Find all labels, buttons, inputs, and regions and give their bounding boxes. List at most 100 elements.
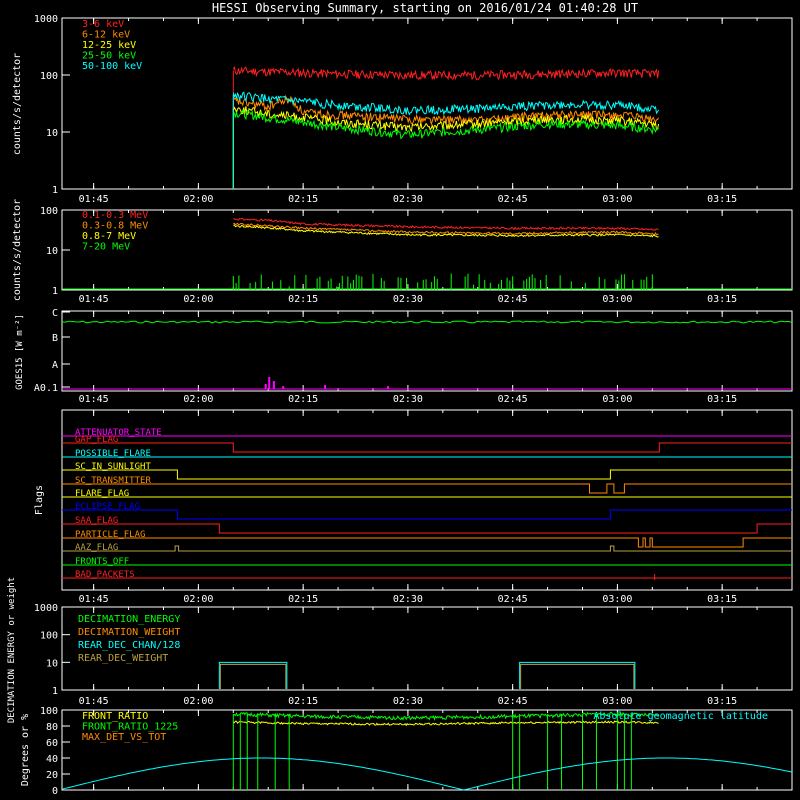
flag-label: SAA_FLAG: [75, 516, 118, 526]
y-axis-label: DECIMATION ENERGY or weight: [7, 577, 17, 723]
series-line-0: [233, 720, 659, 727]
flag-label: ECLIPSE_FLAG: [75, 502, 140, 512]
legend-entry: DECIMATION_ENERGY: [78, 614, 180, 625]
flag-line-4: [62, 483, 792, 494]
panel-goes: 01:45 02:00 02:15 02:30 02:45 03:00 03:15 A0.1 A…: [15, 308, 793, 405]
y-tick-label: 1: [52, 185, 58, 196]
legend-entry: REAR_DEC_WEIGHT: [78, 653, 168, 664]
x-tick-label: 01:45: [79, 594, 109, 605]
goes-spike: [324, 385, 327, 389]
x-tick-label: 01:45: [79, 194, 109, 205]
x-tick-label: 03:15: [707, 294, 737, 305]
y-tick-label: 20: [46, 770, 58, 781]
y-tick-label: 100: [40, 71, 58, 82]
y-axis-label: GOES15 [W m⁻²]: [15, 314, 25, 390]
x-tick-label: 02:30: [393, 696, 423, 707]
y-tick-label: 1: [52, 686, 58, 697]
x-tick-label: 03:00: [602, 394, 632, 405]
flag-label: PARTICLE_FLAG: [75, 530, 145, 540]
y-tick-label: A0.1: [34, 383, 58, 394]
panel-frame: [61, 409, 793, 591]
x-tick-label: 01:45: [79, 294, 109, 305]
x-tick-label: 02:30: [393, 394, 423, 405]
panel-energy-bands: 01:45 02:00 02:15 02:30 02:45 03:00 03:15 1 10 10…: [12, 14, 793, 205]
x-tick-label: 02:45: [498, 394, 528, 405]
x-tick-label: 02:30: [393, 294, 423, 305]
flag-line-8: [62, 537, 792, 548]
goes-spike: [264, 384, 267, 389]
series-line-1: [233, 222, 659, 236]
y-tick-label: C: [52, 308, 58, 319]
y-tick-label: 1: [52, 286, 58, 297]
panel-ratios: 0 20 40 60 80 100 Degrees or % FRONT_RATIOFRONT…: [20, 706, 793, 797]
series-line-2: [232, 106, 660, 133]
x-tick-label: 03:00: [602, 696, 632, 707]
flag-label: GAP_FLAG: [75, 435, 118, 445]
y-tick-label: 100: [40, 706, 58, 717]
x-tick-label: 02:00: [183, 394, 213, 405]
rear-dec-chan-step: [519, 661, 636, 689]
y-tick-label: 10: [46, 246, 58, 257]
y-tick-label: 0: [52, 786, 58, 797]
x-tick-label: 03:15: [707, 394, 737, 405]
flag-line-1: [62, 442, 792, 453]
figure-title: HESSI Observing Summary, starting on 201…: [212, 1, 638, 15]
flag-label: FRONTS_OFF: [75, 557, 129, 567]
flag-line-6: [62, 509, 792, 520]
x-tick-label: 01:45: [79, 696, 109, 707]
legend-entry: 0.8-7 MeV: [82, 231, 136, 242]
y-tick-label: 100: [40, 206, 58, 217]
x-tick-label: 02:15: [288, 594, 318, 605]
x-tick-label: 01:45: [79, 394, 109, 405]
y-tick-label: 100: [40, 631, 58, 642]
x-tick-label: 02:15: [288, 696, 318, 707]
x-tick-label: 02:45: [498, 594, 528, 605]
y-tick-label: 1000: [34, 603, 58, 614]
panel-frame: [61, 606, 793, 691]
series-line-4: [232, 91, 660, 116]
y-tick-label: B: [52, 333, 58, 344]
y-axis-label: counts/s/detector: [12, 53, 23, 155]
legend-entry: 12-25 keV: [82, 40, 136, 51]
x-tick-label: 02:00: [183, 294, 213, 305]
legend-entry: REAR_DEC_CHAN/128: [78, 640, 180, 651]
y-tick-label: 10: [46, 128, 58, 139]
y-tick-label: 10: [46, 658, 58, 669]
series-line-0: [232, 65, 660, 81]
legend-entry: 3-6 keV: [82, 19, 124, 30]
flag-label: AAZ_FLAG: [75, 543, 118, 553]
panel-decimation: 01:45 02:00 02:15 02:30 02:45 03:00 03:15 1 10 10…: [7, 577, 793, 723]
y-axis-label: counts/s/detector: [12, 199, 23, 301]
geomagnetic-latitude-line: [61, 757, 792, 791]
legend-entry: 0.1-0.3 MeV: [82, 210, 148, 221]
legend-entry: 25-50 keV: [82, 51, 136, 62]
goes-spike: [386, 386, 389, 389]
panel-high-energy: 01:45 02:00 02:15 02:30 02:45 03:00 03:15 1 10 10…: [12, 199, 793, 305]
panel-frame: [61, 209, 793, 291]
legend-entry: 0.3-0.8 MeV: [82, 221, 148, 232]
annotation-text: Absolute geomagnetic latitude: [593, 711, 768, 722]
x-tick-label: 02:00: [183, 696, 213, 707]
x-tick-label: 03:00: [602, 194, 632, 205]
goes-spike: [268, 377, 271, 389]
x-tick-label: 02:30: [393, 594, 423, 605]
x-tick-label: 02:45: [498, 194, 528, 205]
flag-label: ATTENUATOR_STATE: [75, 428, 162, 438]
flag-label: POSSIBLE_FLARE: [75, 449, 151, 459]
legend-entry: DECIMATION_WEIGHT: [78, 627, 180, 638]
y-tick-label: A: [52, 360, 58, 371]
flag-label: FLARE_FLAG: [75, 489, 129, 499]
x-tick-label: 02:15: [288, 194, 318, 205]
flag-label: BAD_PACKETS: [75, 570, 135, 580]
x-tick-label: 03:00: [602, 294, 632, 305]
goes-flux-line: [61, 320, 792, 324]
x-tick-label: 03:15: [707, 594, 737, 605]
legend-entry: 6-12 keV: [82, 30, 130, 41]
panel-frame: [61, 310, 793, 392]
y-tick-label: 40: [46, 754, 58, 765]
legend-entry: MAX_DET_VS_TOT: [82, 732, 166, 743]
series-line-1: [233, 711, 659, 721]
legend-entry: 50-100 keV: [82, 61, 142, 72]
rear-dec-weight-step: [520, 663, 635, 689]
series-line-3: [233, 109, 659, 140]
